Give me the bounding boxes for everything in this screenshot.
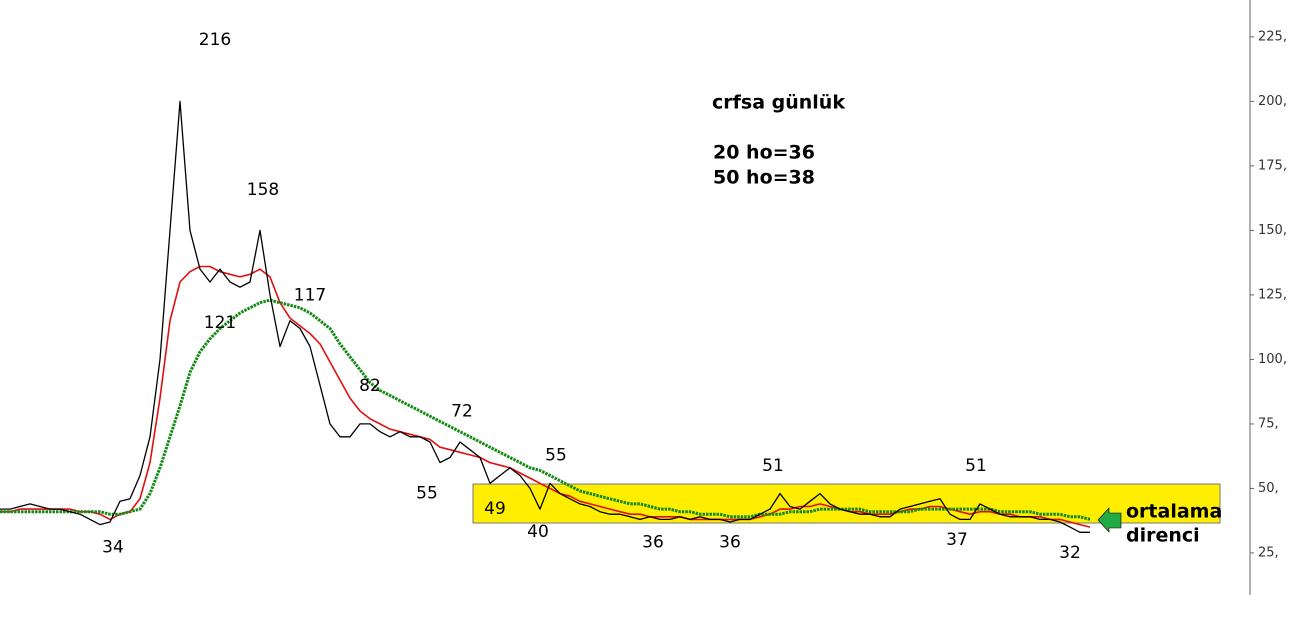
moving-average [0,298,1091,521]
arrow [1097,507,1122,533]
y-tick-label: 25, [1258,545,1279,560]
peak-label: 51 [965,456,987,476]
peak-label: 216 [199,30,231,50]
trough-label: 36 [719,533,741,553]
peak-label: 82 [359,376,381,396]
trough-label: 32 [1059,543,1081,563]
y-tick-label: 75, [1258,416,1279,431]
y-tick-label: 200, [1258,94,1287,109]
y-tick-label: 175, [1258,158,1287,173]
trough-label: 121 [204,313,236,333]
note-title: crfsa günlük [712,92,845,114]
peak-label: 55 [545,446,567,466]
trough-label: 40 [527,522,549,542]
trough-label: 49 [484,499,506,519]
callout-text: direnci [1126,525,1200,547]
peak-label: 51 [762,456,784,476]
trough-label: 36 [642,533,664,553]
y-tick-label: 125, [1258,287,1287,302]
trough-label: 37 [946,530,968,550]
note-line: 50 ho=38 [713,167,815,189]
price-line [0,100,1090,533]
resistance-zone [472,483,1221,524]
trough-label: 34 [102,538,124,558]
moving-average [0,265,1091,528]
peak-label: 158 [247,180,279,200]
trough-label: 55 [416,484,438,504]
y-tick-label: 150, [1258,223,1287,238]
y-tick-label: 225, [1258,29,1287,44]
peak-label: 117 [294,286,326,306]
peak-label: 72 [451,402,473,422]
y-tick-label: 50, [1258,481,1279,496]
y-tick-label: 100, [1258,352,1287,367]
note-line: 20 ho=36 [713,142,815,164]
callout-text: ortalama [1126,501,1222,523]
